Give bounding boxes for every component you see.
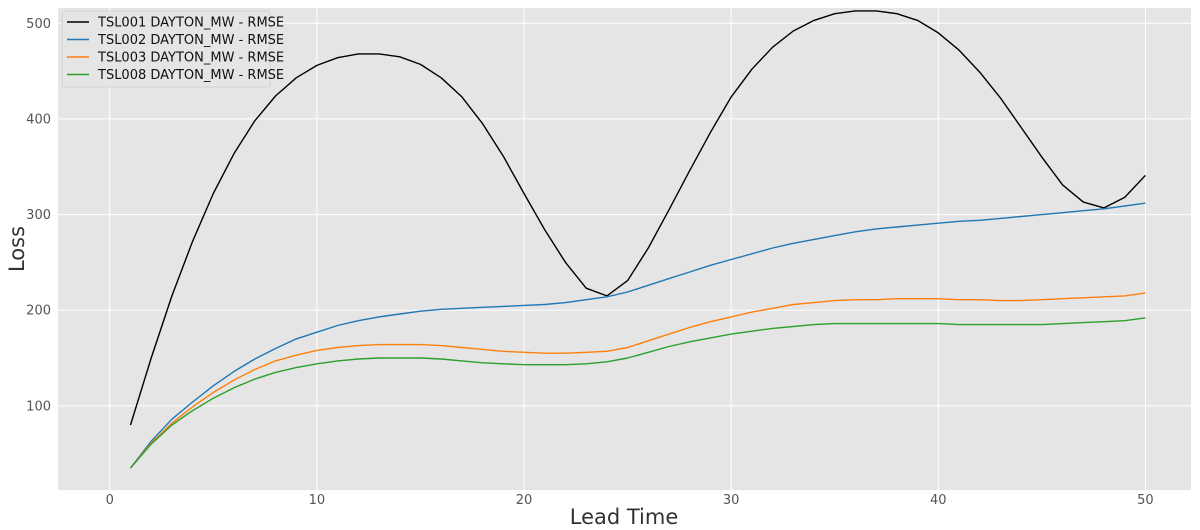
series-lines [129,10,1146,469]
legend-label: TSL008 DAYTON_MW - RMSE [97,68,284,83]
series-line-2 [129,202,1146,469]
legend-box [61,10,271,88]
series-line-3 [129,292,1146,469]
series-line-4 [129,317,1146,469]
plot-background [58,8,1191,490]
x-tick-label: 30 [723,493,740,508]
x-tick-label: 10 [309,493,326,508]
x-tick-label: 50 [1137,493,1154,508]
y-tick-label: 400 [26,112,51,127]
y-tick-label: 100 [26,399,51,414]
x-tick-label: 0 [106,493,114,508]
x-tick-label: 20 [516,493,533,508]
x-tick-label: 40 [930,493,947,508]
series-line-1 [129,10,1146,426]
legend-label: TSL002 DAYTON_MW - RMSE [97,33,284,48]
y-tick-label: 200 [26,304,51,319]
legend: TSL001 DAYTON_MW - RMSE TSL002 DAYTON_MW … [61,10,284,88]
x-axis-title: Lead Time [570,505,679,529]
y-axis-title: Loss [5,226,29,272]
y-tick-label: 300 [26,208,51,223]
y-axis-ticks: 100 200 300 400 500 [26,17,51,415]
y-tick-label: 500 [26,17,51,32]
legend-label: TSL001 DAYTON_MW - RMSE [97,16,284,31]
x-axis-ticks: 0 10 20 30 40 50 [106,493,1154,508]
legend-label: TSL003 DAYTON_MW - RMSE [97,51,284,66]
